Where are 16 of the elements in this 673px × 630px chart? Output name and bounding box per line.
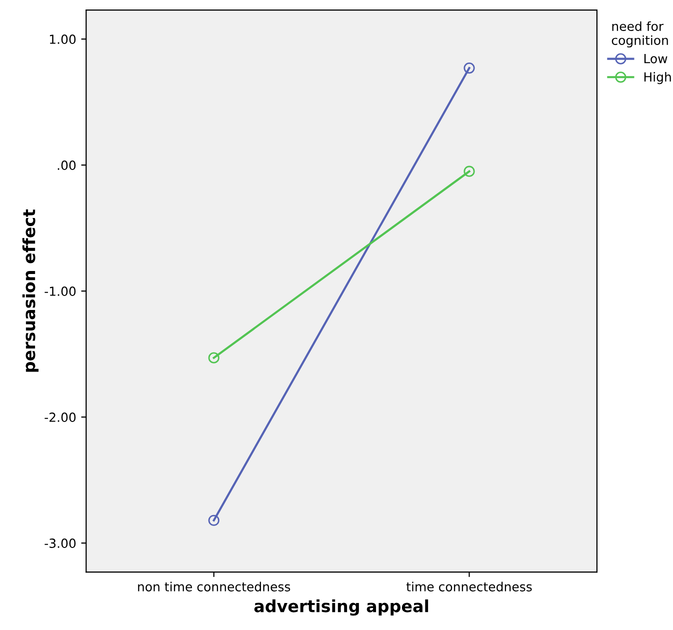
- point: [208, 514, 220, 526]
- legend-label: Low: [644, 54, 668, 64]
- y-tick-label: -1.00: [44, 286, 76, 296]
- legend-title: need for cognition: [612, 21, 668, 48]
- legend-label: High: [644, 72, 671, 84]
- x-tick-label: time connectedness: [406, 582, 532, 592]
- point: [464, 62, 475, 74]
- point: [464, 166, 475, 177]
- point: [208, 352, 220, 364]
- y-axis-title: persuasion effect: [22, 209, 39, 372]
- y-tick-label: -2.00: [44, 412, 76, 422]
- y-tick-label: -3.00: [44, 538, 76, 548]
- y-tick-label: .00: [58, 160, 76, 170]
- x-axis-title: advertising appeal: [254, 599, 428, 616]
- x-tick-label: non time connectedness: [138, 582, 290, 592]
- y-tick-label: 1.00: [50, 34, 76, 44]
